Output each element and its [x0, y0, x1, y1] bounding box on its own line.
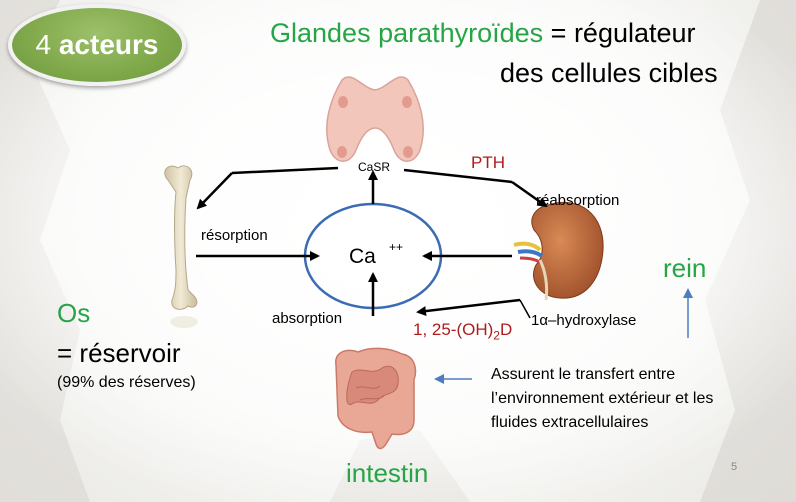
transfer-line-1: Assurent le transfert entre — [491, 366, 676, 383]
os-title: Os — [57, 298, 91, 328]
casr-label: CaSR — [358, 160, 390, 174]
arrow-casr-to-bone — [231, 166, 339, 175]
vitd-main: 1, 25-(OH) — [413, 320, 494, 339]
hydroxylase-label: 1α–hydroxylase — [531, 312, 636, 329]
badge-word: acteurs — [58, 29, 159, 60]
transfer-description: Assurent le transfert entre l’environnem… — [491, 363, 713, 435]
vitd-subscript: 2 — [493, 328, 500, 343]
pth-label: PTH — [471, 153, 505, 172]
os-subtitle: = réservoir — [57, 338, 181, 368]
intestine-icon — [335, 347, 417, 450]
intestin-label: intestin — [346, 458, 429, 488]
arrow-hydroxylase-tick — [519, 299, 531, 319]
actors-badge: 4 acteurs — [8, 4, 186, 86]
bone-icon — [164, 165, 198, 328]
vitamin-d-label: 1, 25-(OH)2D — [413, 320, 512, 342]
transfer-line-3: fluides extracellulaires — [491, 414, 649, 431]
ca-label: Ca — [349, 245, 376, 268]
arrow-vitd-to-circle — [416, 298, 521, 317]
thyroid-icon — [326, 76, 424, 162]
slide-title-line1: Glandes parathyroïdes = régulateur — [270, 18, 696, 49]
kidney-icon — [513, 201, 604, 301]
os-note: (99% des réserves) — [57, 374, 196, 391]
title-green-part: Glandes parathyroïdes — [270, 18, 544, 48]
ca-charge-label: ++ — [389, 240, 403, 254]
rein-label: rein — [663, 253, 707, 283]
transfer-line-2: l’environnement extérieur et les — [491, 390, 714, 407]
slide-title-line2: des cellules cibles — [500, 58, 718, 88]
vitd-end: D — [499, 320, 513, 339]
absorption-label: absorption — [272, 310, 342, 327]
page-number: 5 — [731, 461, 738, 473]
arrow-pth-to-kidney-branch — [511, 180, 548, 208]
arrow-bone-branch — [196, 172, 233, 210]
arrow-pth-to-kidney — [403, 168, 513, 184]
badge-number: 4 — [35, 29, 52, 60]
resorption-label: résorption — [201, 227, 268, 244]
reabsorption-label: réabsorption — [536, 192, 619, 209]
title-rest: = régulateur — [543, 18, 696, 48]
